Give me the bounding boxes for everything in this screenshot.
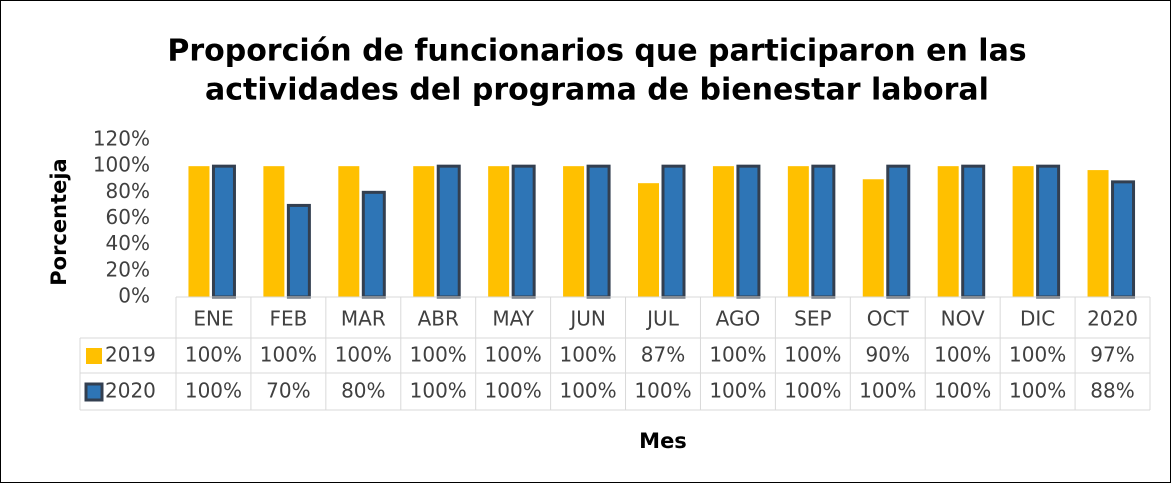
value-label: 100%: [859, 379, 916, 403]
x-tick-label: 2020: [1087, 307, 1138, 331]
bar: [488, 166, 510, 297]
bar: [436, 164, 461, 299]
value-label: 100%: [410, 343, 467, 367]
x-tick-label: ENE: [193, 307, 233, 331]
bar: [937, 166, 959, 297]
bar: [413, 166, 435, 297]
y-tick-label: 120%: [93, 127, 150, 151]
value-label: 80%: [341, 379, 385, 403]
value-label: 100%: [335, 343, 392, 367]
legend-swatch: [84, 382, 104, 402]
bar: [361, 190, 386, 299]
y-tick-label: 80%: [106, 179, 150, 203]
legend-label: 2019: [105, 343, 156, 367]
value-label: 100%: [709, 379, 766, 403]
legend-label: 2020: [105, 379, 156, 403]
y-tick-label: 0%: [118, 284, 150, 308]
x-tick-label: AGO: [716, 307, 761, 331]
value-label: 100%: [485, 343, 542, 367]
y-tick-label: 20%: [106, 257, 150, 281]
bar: [638, 183, 659, 297]
y-tick-label: 100%: [93, 153, 150, 177]
x-tick-label: SEP: [794, 307, 831, 331]
x-tick-label: JUL: [645, 307, 680, 331]
value-label: 100%: [559, 379, 616, 403]
value-label: 97%: [1090, 343, 1134, 367]
chart-title: Proporción de funcionarios que participa…: [167, 34, 1026, 69]
x-tick-label: MAR: [341, 307, 386, 331]
value-label: 100%: [709, 343, 766, 367]
value-label: 100%: [559, 343, 616, 367]
value-label: 87%: [641, 343, 685, 367]
bar: [1111, 180, 1136, 299]
value-label: 100%: [185, 379, 242, 403]
bar: [1036, 164, 1061, 299]
x-tick-label: FEB: [269, 307, 307, 331]
y-axis-title: Porcenteja: [47, 158, 71, 285]
value-label: 70%: [266, 379, 310, 403]
bar: [286, 203, 311, 299]
value-label: 100%: [934, 343, 991, 367]
x-tick-label: OCT: [867, 307, 910, 331]
x-tick-label: NOV: [941, 307, 985, 331]
x-tick-label: ABR: [418, 307, 459, 331]
bar: [886, 164, 911, 299]
x-tick-label: JUN: [568, 307, 606, 331]
bar: [263, 166, 285, 297]
y-tick-label: 40%: [106, 231, 150, 255]
bar: [712, 166, 734, 297]
chart-title: actividades del programa de bienestar la…: [205, 73, 989, 108]
bar: [211, 164, 236, 299]
value-label: 90%: [866, 343, 910, 367]
value-label: 88%: [1090, 379, 1134, 403]
value-label: 100%: [410, 379, 467, 403]
bar: [338, 166, 360, 297]
value-label: 100%: [784, 343, 841, 367]
bar: [511, 164, 536, 299]
value-label: 100%: [634, 379, 691, 403]
bar: [586, 164, 611, 299]
bar: [563, 166, 585, 297]
value-label: 100%: [1009, 379, 1066, 403]
value-label: 100%: [934, 379, 991, 403]
bar: [961, 164, 986, 299]
bar: [811, 164, 836, 299]
value-label: 100%: [260, 343, 317, 367]
y-tick-label: 60%: [106, 205, 150, 229]
bar: [661, 164, 686, 299]
bar: [787, 166, 809, 297]
bar: [736, 164, 761, 299]
value-label: 100%: [185, 343, 242, 367]
x-tick-label: MAY: [492, 307, 534, 331]
bar: [188, 166, 210, 297]
value-label: 100%: [784, 379, 841, 403]
x-axis-title: Mes: [639, 429, 687, 453]
bar: [862, 179, 884, 297]
value-label: 100%: [485, 379, 542, 403]
x-tick-label: DIC: [1020, 307, 1055, 331]
bar: [1087, 170, 1109, 297]
bar: [1012, 166, 1034, 297]
legend-swatch: [86, 348, 102, 364]
value-label: 100%: [1009, 343, 1066, 367]
